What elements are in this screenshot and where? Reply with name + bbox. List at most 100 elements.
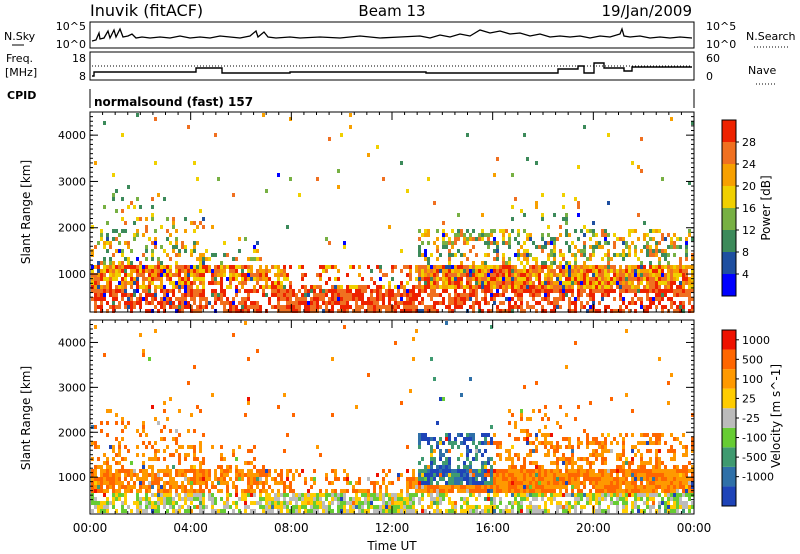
range-gate-cell — [115, 305, 118, 309]
range-gate-cell — [412, 289, 415, 293]
range-gate-cell — [568, 265, 571, 269]
range-gate-cell — [655, 441, 658, 445]
range-gate-cell — [166, 217, 169, 221]
range-gate-cell — [196, 469, 199, 473]
range-gate-cell — [262, 497, 265, 501]
range-gate-cell — [640, 269, 643, 273]
range-gate-cell — [454, 233, 457, 237]
range-gate-cell — [379, 497, 382, 501]
range-gate-cell — [682, 269, 685, 273]
range-gate-cell — [436, 465, 439, 469]
range-gate-cell — [568, 441, 571, 445]
range-gate-cell — [574, 273, 577, 277]
range-gate-cell — [337, 309, 340, 313]
range-gate-cell — [118, 289, 121, 293]
range-gate-cell — [145, 489, 148, 493]
range-gate-cell — [490, 285, 493, 289]
range-gate-cell — [436, 501, 439, 505]
colorbar-tick-label: 8 — [742, 246, 749, 259]
range-gate-cell — [583, 429, 586, 433]
range-gate-cell — [658, 433, 661, 437]
range-gate-cell — [97, 465, 100, 469]
range-gate-cell — [460, 285, 463, 289]
range-gate-cell — [664, 481, 667, 485]
range-gate-cell — [607, 449, 610, 453]
range-gate-cell — [223, 473, 226, 477]
range-gate-cell — [574, 481, 577, 485]
range-gate-cell — [643, 473, 646, 477]
range-gate-cell — [610, 493, 613, 497]
range-gate-cell — [304, 297, 307, 301]
range-gate-cell — [370, 505, 373, 509]
range-gate-cell — [226, 309, 229, 313]
range-gate-cell — [247, 305, 250, 309]
range-gate-cell — [262, 289, 265, 293]
range-gate-cell — [397, 497, 400, 501]
range-gate-cell — [139, 261, 142, 265]
range-gate-cell — [223, 469, 226, 473]
range-gate-cell — [166, 237, 169, 241]
range-gate-cell — [214, 281, 217, 285]
range-gate-cell — [436, 493, 439, 497]
range-gate-cell — [199, 257, 202, 261]
range-gate-cell — [256, 469, 259, 473]
range-gate-cell — [142, 265, 145, 269]
range-gate-cell — [604, 457, 607, 461]
range-gate-cell — [556, 445, 559, 449]
range-gate-cell — [412, 501, 415, 505]
range-gate-cell — [91, 425, 94, 429]
range-gate-cell — [640, 273, 643, 277]
range-gate-cell — [526, 157, 529, 161]
range-gate-cell — [340, 489, 343, 493]
range-gate-cell — [253, 445, 256, 449]
range-gate-cell — [100, 429, 103, 433]
range-gate-cell — [109, 261, 112, 265]
range-gate-cell — [199, 269, 202, 273]
range-gate-cell — [145, 225, 148, 229]
range-gate-cell — [271, 477, 274, 481]
range-gate-cell — [523, 253, 526, 257]
range-gate-cell — [523, 285, 526, 289]
range-gate-cell — [589, 489, 592, 493]
range-gate-cell — [520, 505, 523, 509]
range-gate-cell — [436, 309, 439, 313]
range-gate-cell — [463, 241, 466, 245]
range-gate-cell — [493, 469, 496, 473]
range-gate-cell — [313, 505, 316, 509]
range-gate-cell — [184, 245, 187, 249]
range-gate-cell — [400, 297, 403, 301]
range-gate-cell — [409, 289, 412, 293]
colorbar-swatch — [722, 208, 736, 230]
range-gate-cell — [391, 293, 394, 297]
range-gate-cell — [196, 405, 199, 409]
range-gate-cell — [283, 485, 286, 489]
range-gate-cell — [547, 257, 550, 261]
range-gate-cell — [634, 269, 637, 273]
range-gate-cell — [166, 297, 169, 301]
range-gate-cell — [523, 277, 526, 281]
range-gate-cell — [622, 465, 625, 469]
range-gate-cell — [493, 285, 496, 289]
range-gate-cell — [643, 509, 646, 513]
range-gate-cell — [259, 469, 262, 473]
range-gate-cell — [145, 309, 148, 313]
range-gate-cell — [658, 501, 661, 505]
range-gate-cell — [268, 285, 271, 289]
range-gate-cell — [349, 113, 352, 117]
range-gate-cell — [271, 289, 274, 293]
range-gate-cell — [604, 441, 607, 445]
range-gate-cell — [364, 309, 367, 313]
range-gate-cell — [223, 301, 226, 305]
range-gate-cell — [451, 285, 454, 289]
range-gate-cell — [583, 249, 586, 253]
range-gate-cell — [364, 493, 367, 497]
range-gate-cell — [580, 505, 583, 509]
range-gate-cell — [379, 285, 382, 289]
range-gate-cell — [427, 229, 430, 233]
range-gate-cell — [424, 257, 427, 261]
range-gate-cell — [448, 269, 451, 273]
range-gate-cell — [118, 489, 121, 493]
range-gate-cell — [124, 457, 127, 461]
range-gate-cell — [373, 497, 376, 501]
range-gate-cell — [403, 305, 406, 309]
